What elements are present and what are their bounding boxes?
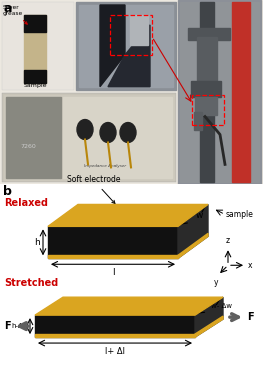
Bar bbox=[24, 70, 46, 83]
Text: z: z bbox=[226, 236, 230, 245]
Bar bbox=[110, 15, 152, 55]
Polygon shape bbox=[108, 25, 150, 87]
Bar bbox=[192, 95, 224, 124]
Text: b: b bbox=[3, 185, 12, 199]
Bar bbox=[200, 2, 214, 182]
Bar bbox=[195, 97, 217, 115]
Polygon shape bbox=[35, 334, 195, 337]
Polygon shape bbox=[178, 233, 208, 258]
Bar bbox=[79, 5, 173, 87]
Ellipse shape bbox=[77, 120, 93, 139]
Polygon shape bbox=[195, 316, 223, 337]
Text: F: F bbox=[247, 312, 254, 322]
Text: w: w bbox=[196, 211, 203, 220]
Bar bbox=[130, 15, 148, 45]
Text: Stretched: Stretched bbox=[4, 278, 58, 288]
Text: x: x bbox=[248, 261, 252, 270]
Text: F: F bbox=[4, 321, 11, 331]
Polygon shape bbox=[48, 226, 178, 258]
Ellipse shape bbox=[120, 123, 136, 142]
Polygon shape bbox=[48, 204, 208, 226]
Bar bbox=[24, 15, 46, 83]
Bar bbox=[4, 95, 174, 180]
Polygon shape bbox=[195, 297, 223, 337]
Polygon shape bbox=[35, 315, 195, 337]
Ellipse shape bbox=[100, 123, 116, 142]
Text: h-Δh: h-Δh bbox=[12, 323, 28, 329]
Bar bbox=[188, 28, 230, 40]
Polygon shape bbox=[100, 5, 125, 87]
Text: a: a bbox=[3, 2, 12, 15]
Bar bbox=[6, 97, 61, 178]
Bar bbox=[63, 97, 172, 178]
Text: sample: sample bbox=[226, 210, 254, 219]
Text: Relaxed: Relaxed bbox=[4, 199, 48, 208]
Text: Impedance Analyser: Impedance Analyser bbox=[84, 164, 126, 168]
Bar bbox=[178, 0, 261, 184]
Bar bbox=[232, 2, 250, 182]
Bar bbox=[194, 112, 202, 130]
Bar bbox=[2, 93, 176, 182]
Text: l: l bbox=[112, 268, 114, 277]
Bar bbox=[180, 2, 259, 182]
Text: h: h bbox=[34, 238, 40, 247]
Bar bbox=[197, 37, 217, 85]
Text: 7260: 7260 bbox=[20, 144, 36, 149]
Bar bbox=[2, 2, 74, 90]
Text: w- Δw: w- Δw bbox=[211, 303, 232, 309]
Text: Silver
grease: Silver grease bbox=[3, 5, 27, 24]
Text: l+ Δl: l+ Δl bbox=[105, 347, 125, 356]
Polygon shape bbox=[35, 297, 223, 315]
Bar bbox=[24, 15, 46, 32]
Polygon shape bbox=[48, 255, 178, 258]
Text: y: y bbox=[214, 278, 218, 287]
Polygon shape bbox=[178, 204, 208, 258]
Bar bbox=[191, 81, 221, 97]
Text: Soft electrode: Soft electrode bbox=[67, 176, 120, 204]
Text: Sample: Sample bbox=[23, 83, 47, 88]
Bar bbox=[76, 2, 176, 90]
